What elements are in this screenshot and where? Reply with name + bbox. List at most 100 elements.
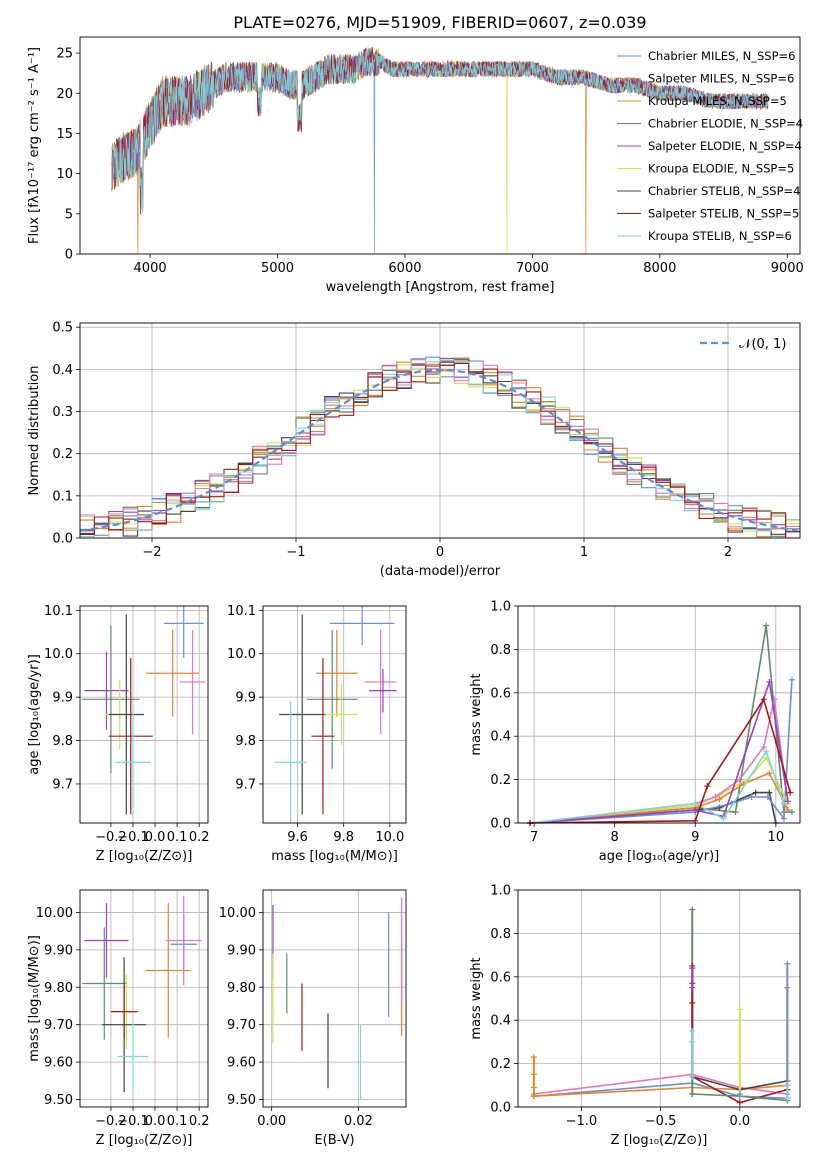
- weight-point-marker: [736, 776, 743, 783]
- histogram-series-step: [80, 359, 800, 537]
- y-tick-label: 0.8: [490, 927, 511, 942]
- x-tick-label: 8000: [643, 261, 676, 276]
- x-tick-label: 9: [691, 830, 699, 845]
- x-tick-label: 0.00: [257, 1114, 286, 1129]
- legend-label: 𝒩(0, 1): [739, 337, 786, 352]
- weight-point-marker: [784, 1082, 791, 1089]
- spectrum-lines: [111, 46, 769, 254]
- y-tick-label: 0.2: [52, 447, 73, 462]
- errorbar-points: [82, 606, 206, 819]
- weight-point-marker: [689, 984, 696, 991]
- errorbar-points: [272, 897, 403, 1100]
- y-tick-label: 9.8: [235, 734, 256, 749]
- x-axis-label: E(B-V): [314, 1133, 354, 1148]
- weight-point-marker: [689, 965, 696, 972]
- weight-point-marker: [784, 806, 791, 813]
- weight-point-marker: [784, 798, 791, 805]
- weight-point-marker: [764, 793, 771, 800]
- figure-title: PLATE=0276, MJD=51909, FIBERID=0607, z=0…: [233, 13, 646, 32]
- weight-point-marker: [689, 1038, 696, 1045]
- y-tick-label: 0.6: [490, 686, 511, 701]
- weight-series-line: [530, 679, 793, 824]
- y-tick-label: 10.00: [36, 906, 73, 921]
- x-tick-label: 9.8: [333, 830, 354, 845]
- weight-lines: [527, 622, 795, 826]
- weight-point-marker: [720, 815, 727, 822]
- legend-label: Chabrier STELIB, N_SSP=4: [648, 184, 800, 198]
- weight-point-marker: [736, 1006, 743, 1013]
- x-tick-label: 0.2: [189, 1114, 210, 1129]
- y-tick-label: 9.90: [227, 943, 256, 958]
- weight-point-marker: [732, 809, 739, 816]
- weight-point-marker: [704, 783, 711, 790]
- z-weight-panel: −1.0 −0.5 0.0 0.0 0.2 0.4 0.6 0.8 1.0 Z [log₁₀(Z/…: [469, 884, 801, 1148]
- weight-point-marker: [784, 1095, 791, 1102]
- y-tick-label: 10.1: [227, 604, 256, 619]
- weight-lines: [530, 906, 791, 1106]
- x-tick-label: 9.6: [287, 830, 308, 845]
- y-tick-label: 0.2: [490, 773, 511, 788]
- x-tick-label: 5000: [261, 261, 294, 276]
- y-axis-label: Normed distribution: [27, 366, 42, 496]
- axes-frame: [517, 889, 801, 1108]
- axes-frame: [79, 889, 209, 1108]
- y-tick-label: 0.3: [52, 405, 73, 420]
- axes-frame: [79, 605, 209, 824]
- weight-series-line: [530, 697, 792, 824]
- axes-frame: [517, 605, 801, 824]
- x-axis-label: Z [log₁₀(Z/Z⊙)]: [96, 1133, 193, 1148]
- x-tick-label: −0.5: [645, 1114, 677, 1129]
- x-tick-label: 6000: [388, 261, 421, 276]
- weight-series-line: [533, 1073, 788, 1095]
- weight-point-marker: [716, 796, 723, 803]
- weight-point-marker: [760, 744, 767, 751]
- weight-point-marker: [788, 809, 795, 816]
- legend-label: Chabrier ELODIE, N_SSP=4: [648, 117, 803, 131]
- y-tick-label: 9.8: [52, 734, 73, 749]
- histogram-steps: [80, 356, 800, 538]
- y-tick-label: 1.0: [490, 884, 511, 899]
- ebv-mass-panel: 0.00 0.02 9.50 9.60 9.70 9.80 9.90 10.00 E(B-V): [219, 889, 407, 1148]
- residual-histogram-panel: −2 −1 0 1 2 0.0 0.1 0.2 0.3 0.4 0.5 (data-model)/er…: [27, 321, 801, 579]
- x-axis-label: mass [log₁₀(M/M⊙)]: [271, 849, 398, 864]
- weight-point-marker: [689, 999, 696, 1006]
- errorbar-points: [82, 895, 202, 1094]
- weight-point-marker: [736, 1099, 743, 1106]
- y-tick-label: 0.4: [490, 730, 511, 745]
- normal-curve: [80, 368, 798, 532]
- y-tick-label: 9.9: [52, 691, 73, 706]
- y-axis-label: mass weight: [469, 957, 484, 1039]
- y-tick-label: 9.50: [44, 1093, 73, 1108]
- axes-frame: [262, 889, 407, 1108]
- weight-point-marker: [766, 789, 773, 796]
- legend-label: Salpeter ELODIE, N_SSP=4: [648, 139, 802, 153]
- weight-point-marker: [689, 1028, 696, 1035]
- y-tick-label: 9.60: [227, 1056, 256, 1071]
- y-tick-label: 0.4: [490, 1014, 511, 1029]
- x-tick-label: 0.2: [189, 830, 210, 845]
- x-tick-label: 7: [530, 830, 538, 845]
- weight-point-marker: [530, 1084, 537, 1091]
- errorbar-points: [274, 606, 397, 823]
- weight-point-marker: [712, 793, 719, 800]
- x-tick-label: 8: [611, 830, 619, 845]
- age-weight-panel: 7 8 9 10 0.0 0.2 0.4 0.6 0.8 1.0 age [log₁₀(age/yr…: [469, 600, 801, 864]
- weight-point-marker: [530, 1071, 537, 1078]
- weight-point-marker: [689, 1090, 696, 1097]
- spectrum-panel: 4000 5000 6000 7000 8000 9000 0 5 10 15 20 25 wavele…: [27, 36, 804, 295]
- x-axis-label: wavelength [Angstrom, rest frame]: [326, 280, 555, 295]
- x-tick-label: 0: [436, 545, 444, 560]
- x-axis-label: Z [log₁₀(Z/Z⊙)]: [96, 849, 193, 864]
- y-tick-label: 9.7: [52, 777, 73, 792]
- x-tick-label: −1: [286, 545, 305, 560]
- x-tick-label: 0.1: [167, 830, 188, 845]
- histogram-series-step: [80, 362, 800, 538]
- weight-point-marker: [763, 748, 770, 755]
- legend-label: Kroupa MILES, N_SSP=5: [648, 94, 787, 108]
- x-tick-label: 0.0: [145, 830, 166, 845]
- x-tick-label: 4000: [134, 261, 167, 276]
- weight-point-marker: [780, 815, 787, 822]
- weight-series-line: [530, 681, 789, 824]
- z-mass-panel: −0.2−0.10.0 0.1 0.2 9.50 9.60 9.70 9.80 9.90 10.…: [27, 889, 210, 1148]
- y-tick-label: 0.0: [52, 532, 73, 547]
